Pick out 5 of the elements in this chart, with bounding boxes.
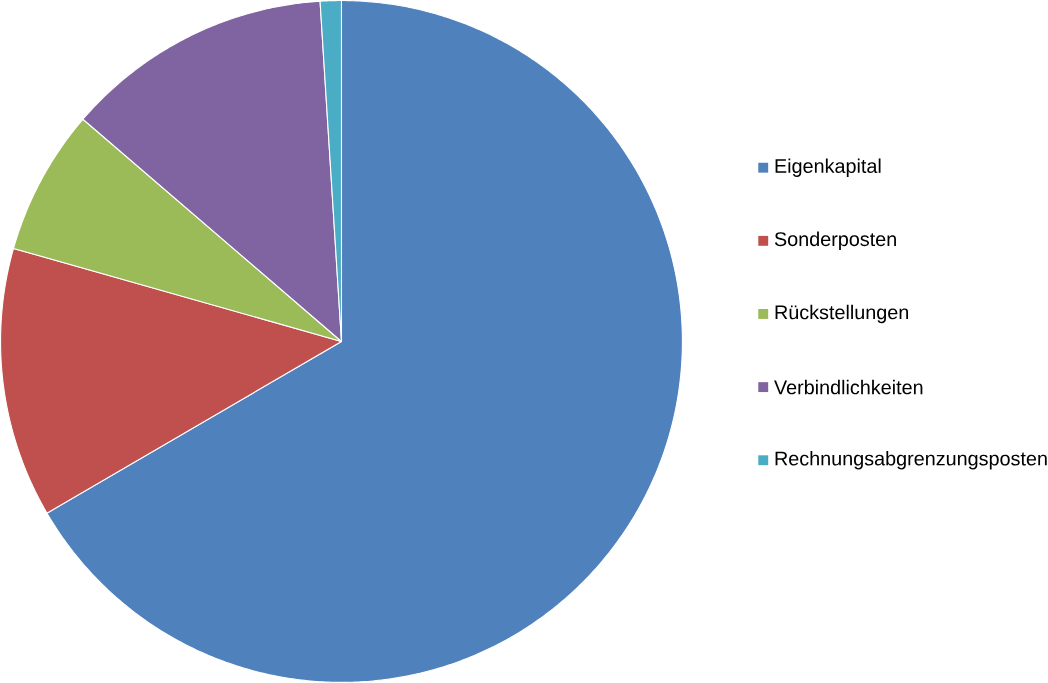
legend-label: Rückstellungen <box>775 304 909 324</box>
legend-label: Rechnungsabgrenzungsposten <box>775 451 1047 470</box>
legend-label: Verbindlichkeiten <box>774 379 923 395</box>
legend-label: Sonderposten <box>774 231 896 251</box>
legend-label: Eigenkapital <box>775 158 881 177</box>
